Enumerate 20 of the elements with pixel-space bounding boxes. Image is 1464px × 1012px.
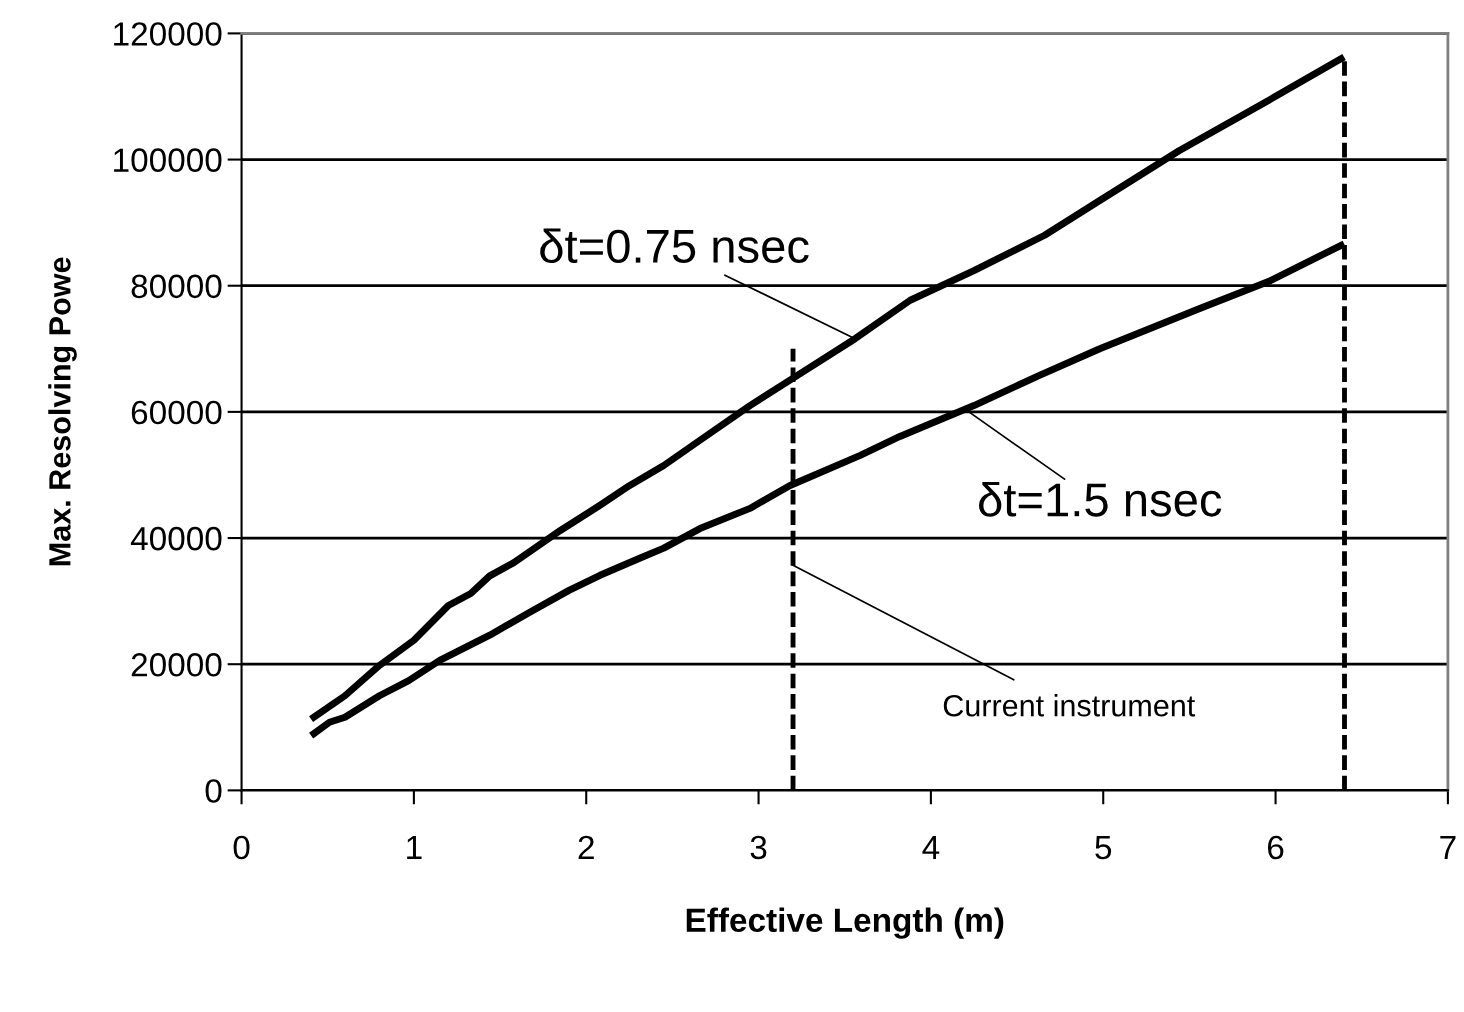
x-tick-label: 4 <box>922 836 940 859</box>
annotation: δt=0.75 nsec <box>540 228 809 264</box>
x-tick-label: 0 <box>233 835 250 860</box>
y-tick-label: 100000 <box>114 148 222 172</box>
y-tick-label: 80000 <box>131 274 222 299</box>
x-tick-label: 5 <box>1095 836 1112 860</box>
x-axis-title: Effective Length (m) <box>686 907 1004 939</box>
annotation: Current instrument <box>943 694 1196 717</box>
y-tick-label: 20000 <box>131 653 222 677</box>
annotation: δt=1.5 nsec <box>979 481 1222 517</box>
x-tick-label: 6 <box>1267 835 1284 860</box>
x-tick-label: 3 <box>750 835 767 860</box>
y-tick-label: 0 <box>205 779 222 803</box>
y-tick-label: 60000 <box>131 400 222 425</box>
x-tick-label: 2 <box>578 835 594 859</box>
x-tick-label: 1 <box>407 836 422 859</box>
y-tick-label: 120000 <box>114 22 222 46</box>
y-tick-label: 40000 <box>130 526 222 551</box>
y-axis-title: Max. Resolving Powe <box>48 257 77 566</box>
x-tick-label: 7 <box>1440 836 1456 859</box>
